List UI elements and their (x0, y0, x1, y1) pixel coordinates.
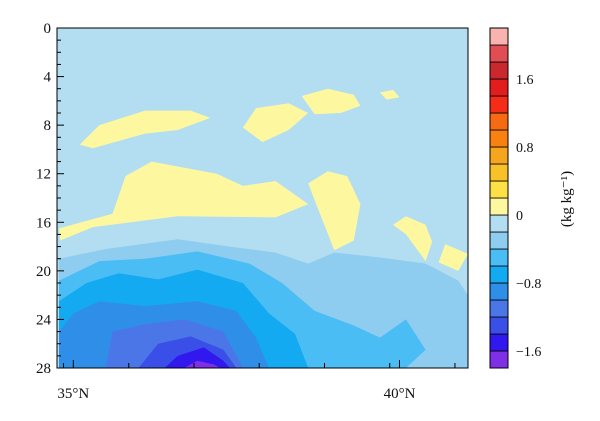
colorbar-frame (489, 27, 509, 369)
colorbar-label-1.6: 1.6 (516, 73, 534, 88)
colorbar-label--1.6: −1.6 (516, 345, 541, 360)
contour-region-15 (184, 360, 221, 368)
x-axis: 35°N 40°N (57, 360, 456, 402)
colorbar-swatch-17 (489, 61, 509, 80)
colorbar-swatch-4 (489, 282, 509, 301)
contour-region-1 (242, 103, 309, 143)
contour-region-6 (393, 216, 433, 262)
colorbar-swatch-7 (489, 231, 509, 250)
colorbar-swatch-11 (489, 163, 509, 182)
colorbar-swatch-18 (489, 44, 509, 63)
y-tick-label-4: 4 (44, 70, 52, 86)
colorbar-swatch-13 (489, 129, 509, 148)
colorbar-swatch-12 (489, 146, 509, 165)
contour-region-5 (308, 171, 361, 251)
colorbar-swatch-8 (489, 214, 509, 233)
colorbar-swatch-9 (489, 197, 509, 216)
colorbar-label-0: 0 (516, 209, 523, 224)
y-tick-label-8: 8 (44, 118, 52, 134)
colorbar-swatch-16 (489, 78, 509, 97)
contour-region-2 (301, 88, 361, 115)
contour-region-4 (59, 161, 309, 241)
y-tick-label-20: 20 (36, 264, 51, 280)
colorbar-label-0.8: 0.8 (516, 141, 534, 156)
colorbar-swatch-5 (489, 265, 509, 284)
y-axis: 0 4 8 12 16 20 24 28 (36, 21, 64, 377)
colorbar-swatch-6 (489, 248, 509, 267)
x-tick-label-35: 35°N (57, 386, 89, 402)
colorbar-swatch-15 (489, 95, 509, 114)
contour-regions (59, 88, 468, 368)
y-tick-label-16: 16 (36, 215, 52, 231)
y-tick-label-12: 12 (36, 167, 51, 183)
colorbar: −1.6 −0.8 0 0.8 1.6 (489, 27, 541, 369)
contour-region-0 (79, 110, 211, 149)
y-tick-label-24: 24 (36, 312, 52, 328)
colorbar-swatch-2 (489, 316, 509, 335)
colorbar-swatch-3 (489, 299, 509, 318)
contour-region-7 (438, 244, 468, 271)
colorbar-swatch-14 (489, 112, 509, 131)
colorbar-swatch-19 (489, 27, 509, 46)
contour-region-14 (164, 347, 230, 368)
colorbar-swatch-0 (489, 350, 509, 369)
plot-area (56, 27, 469, 369)
colorbar-label--0.8: −0.8 (516, 277, 541, 292)
x-tick-label-40: 40°N (384, 386, 416, 402)
colorbar-unit-label: (kg kg⁻¹) (559, 171, 575, 227)
colorbar-swatch-1 (489, 333, 509, 352)
colorbar-swatch-10 (489, 180, 509, 199)
y-tick-label-0: 0 (44, 21, 52, 37)
contour-region-3 (379, 89, 400, 100)
y-tick-label-28: 28 (36, 361, 51, 377)
